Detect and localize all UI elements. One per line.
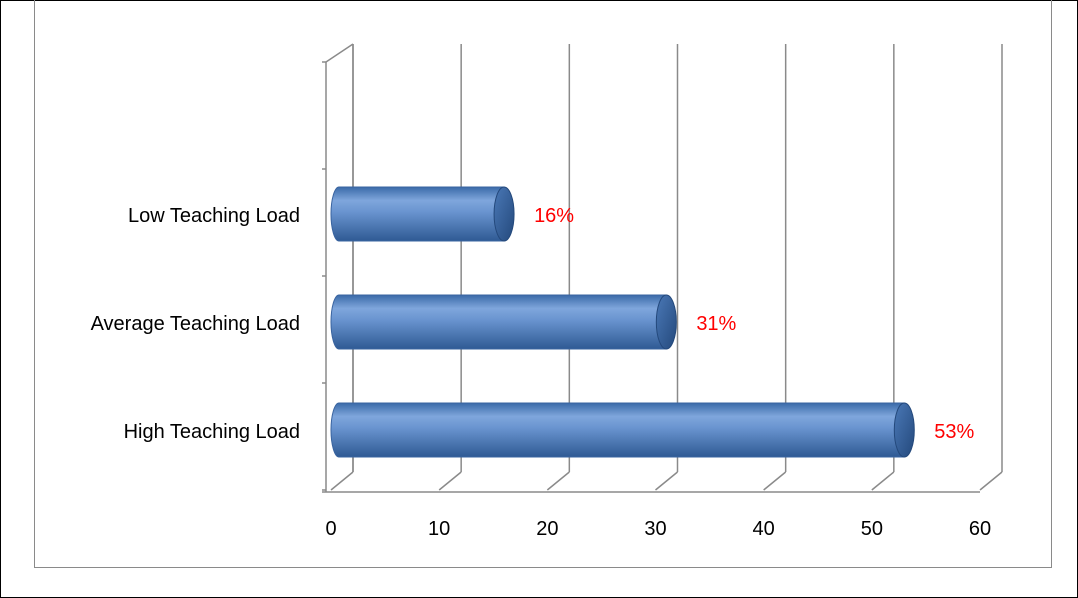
- bar-end-cap: [655, 294, 677, 350]
- data-label: 31%: [696, 313, 736, 335]
- data-label: 16%: [534, 205, 574, 227]
- x-tick-label: 30: [644, 518, 666, 540]
- label-layer: 0 10 20 30 40 50 60 Low Teaching Load 16% Average…: [91, 205, 992, 540]
- floor-tick: [979, 471, 1003, 491]
- floor-tick: [763, 471, 787, 491]
- x-tick-label: 20: [536, 518, 558, 540]
- data-label: 53%: [934, 421, 974, 443]
- bar-end-cap: [493, 186, 515, 242]
- floor-tick: [438, 471, 462, 491]
- grid-layer: [322, 43, 1003, 493]
- bar: [330, 294, 667, 350]
- x-tick-label: 0: [325, 518, 336, 540]
- chart-frame: [34, 0, 1052, 568]
- x-tick-label: 60: [969, 518, 991, 540]
- bar: [330, 402, 905, 458]
- category-label: Low Teaching Load: [128, 205, 300, 227]
- floor-tick: [655, 471, 678, 491]
- floor-tick: [546, 471, 570, 491]
- x-tick-label: 50: [861, 518, 883, 540]
- category-label: High Teaching Load: [124, 421, 300, 443]
- category-label: Average Teaching Load: [91, 313, 300, 335]
- floor-tick: [871, 471, 895, 491]
- bar-layer: [330, 186, 915, 458]
- wall-edge: [325, 43, 354, 63]
- x-tick-label: 40: [753, 518, 775, 540]
- floor-tick: [330, 471, 354, 491]
- x-tick-label: 10: [428, 518, 450, 540]
- bar: [330, 186, 505, 242]
- bar-end-cap: [893, 402, 915, 458]
